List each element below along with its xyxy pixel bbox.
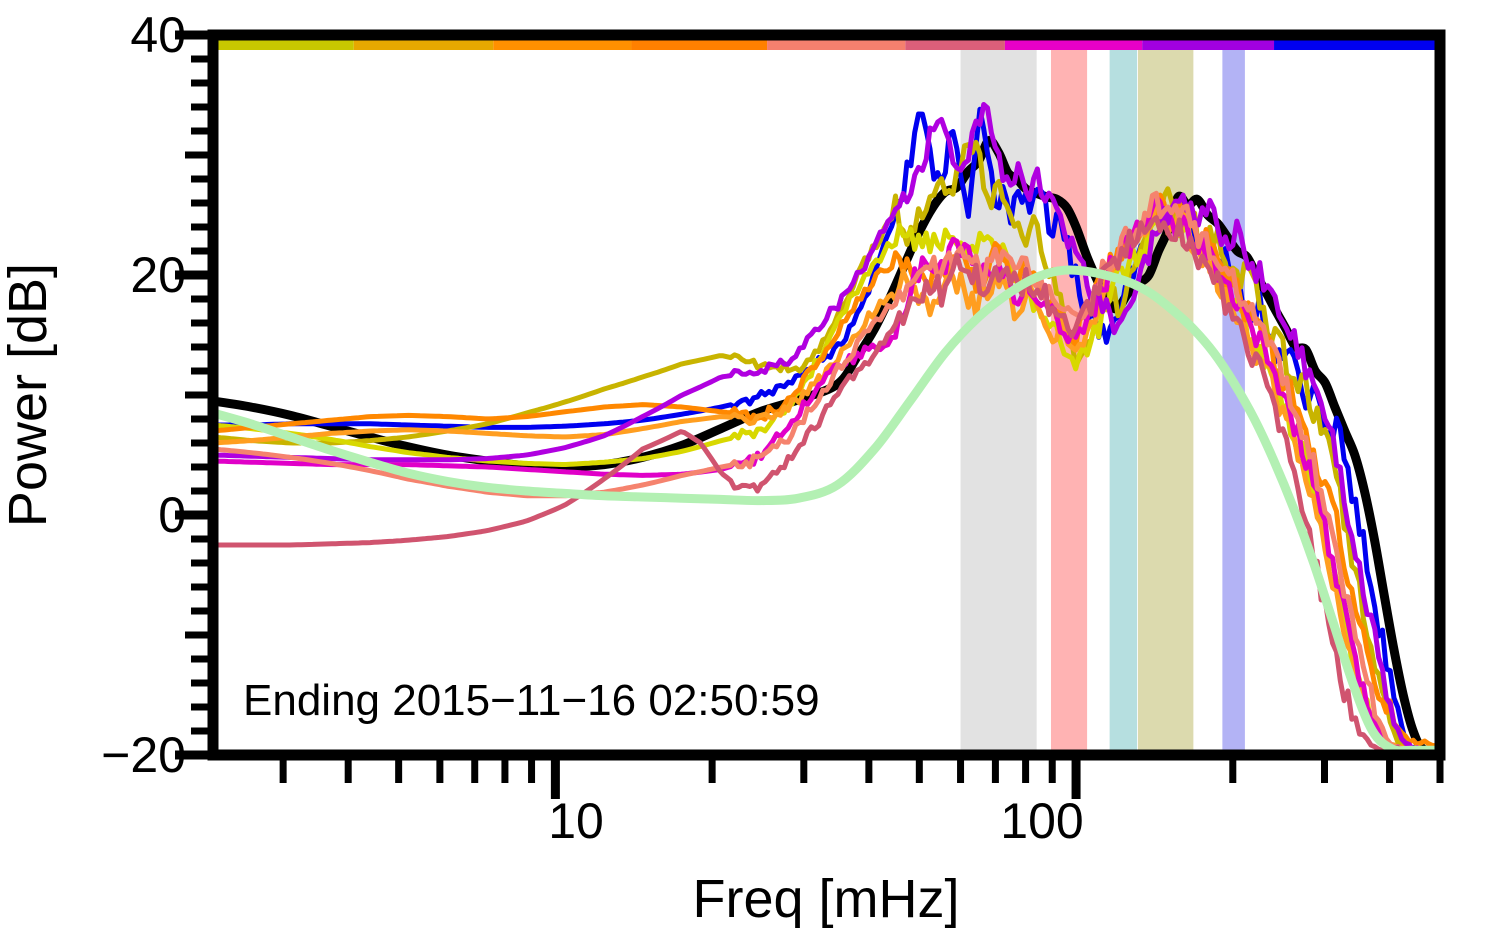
spectrum-magenta: [213, 194, 1440, 755]
spectrum-salmon: [213, 190, 1440, 755]
colorbar-segment-1: [353, 39, 494, 50]
spectrum-olive: [213, 139, 1440, 755]
band-teal: [1109, 43, 1138, 755]
y-tick-label-20: 20: [130, 247, 186, 303]
colorbar-segment-6: [1004, 39, 1143, 50]
y-tick-label-0: 0: [158, 487, 186, 543]
colorbar-segment-0: [218, 39, 354, 50]
mean-spectrum: [213, 136, 1440, 755]
band-khaki: [1137, 43, 1194, 755]
colorbar-segment-5: [905, 39, 1005, 50]
colorbar-segment-3: [631, 39, 768, 50]
x-axis-title: Freq [mHz]: [692, 869, 959, 929]
y-axis-ticks: [175, 30, 213, 760]
x-tick-label-100: 100: [1000, 793, 1083, 849]
ending-timestamp-annotation: Ending 2015−11−16 02:50:59: [243, 676, 820, 725]
spectrum-yellow: [213, 217, 1440, 755]
colorbar-segment-8: [1274, 39, 1438, 50]
spectra-curves-group: [213, 102, 1440, 755]
spectrum-lightgreen: [213, 265, 1440, 755]
colorbar-segment-7: [1142, 39, 1275, 50]
spectrum-purple: [213, 102, 1440, 755]
colorbar-segment-2: [493, 39, 632, 50]
band-salmon: [1050, 43, 1088, 755]
x-axis-ticks: [279, 755, 1444, 799]
colorbar-segment-4: [767, 39, 906, 50]
top-colorbar: [218, 39, 1438, 50]
y-tick-label-40: 40: [130, 7, 186, 63]
x-tick-label-10: 10: [548, 793, 604, 849]
y-axis-title: Power [dB]: [0, 263, 58, 527]
y-tick-label-minus20: −20: [101, 727, 186, 783]
spectrum-rose: [213, 215, 1416, 755]
